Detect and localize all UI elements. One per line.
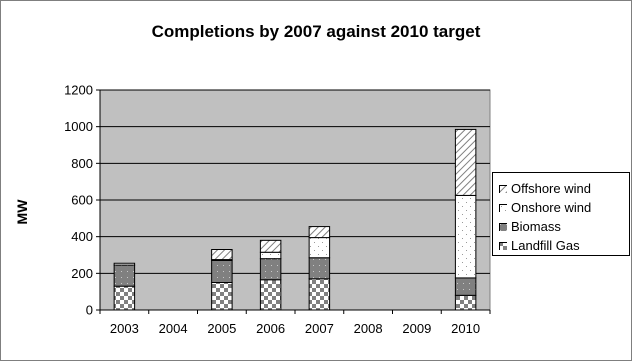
bar-segment	[113, 285, 136, 311]
bar-segment	[211, 249, 233, 261]
bar-segment	[308, 237, 331, 259]
x-tick-label: 2007	[305, 321, 334, 336]
legend-swatch	[499, 241, 507, 250]
x-tick-label: 2006	[256, 321, 285, 336]
x-tick-label: 2009	[402, 321, 431, 336]
bar-segment	[259, 251, 282, 260]
bar-segment	[211, 282, 233, 311]
bar-segment	[259, 258, 282, 281]
x-tick-label: 2010	[451, 321, 480, 336]
x-tick-label: 2005	[207, 321, 236, 336]
bar-segment	[454, 194, 477, 279]
legend-swatch-fill	[499, 222, 507, 231]
bar-segment	[308, 257, 331, 280]
y-tick-label: 600	[71, 193, 93, 208]
bar-segment	[454, 277, 477, 296]
bar-segment	[211, 260, 233, 283]
x-tick-label: 2004	[159, 321, 188, 336]
legend-label: Landfill Gas	[511, 238, 580, 253]
x-tick-label: 2008	[354, 321, 383, 336]
x-tick-label: 2003	[110, 321, 139, 336]
y-tick-label: 0	[86, 303, 93, 318]
legend: Offshore wind Onshore wind Biomass Landfill…	[492, 172, 630, 256]
bar-segment	[259, 279, 282, 311]
y-tick-label: 1200	[64, 83, 93, 98]
legend-label: Onshore wind	[511, 200, 592, 215]
legend-swatch	[499, 203, 507, 212]
bar-segment	[308, 278, 331, 311]
legend-swatch-fill	[499, 241, 507, 250]
y-tick-label: 800	[71, 156, 93, 171]
y-tick-label: 200	[71, 266, 93, 281]
legend-label: Offshore wind	[511, 181, 591, 196]
legend-item: Landfill Gas	[499, 236, 629, 255]
legend-label: Biomass	[511, 219, 561, 234]
legend-swatch-fill	[499, 184, 507, 193]
bar-segment	[113, 262, 136, 266]
chart-title: Completions by 2007 against 2010 target	[151, 22, 481, 41]
bar-segment	[113, 264, 136, 287]
legend-item: Biomass	[499, 217, 629, 236]
legend-item: Onshore wind	[499, 198, 629, 217]
bar-segment	[454, 128, 477, 196]
legend-swatch	[499, 222, 507, 231]
legend-item: Offshore wind	[499, 179, 629, 198]
legend-swatch-fill	[499, 203, 507, 212]
bar-segment	[259, 239, 282, 253]
y-tick-label: 1000	[64, 119, 93, 134]
legend-swatch	[499, 184, 507, 193]
bar-segment	[454, 294, 477, 311]
bar-segment	[308, 226, 331, 239]
y-tick-label: 400	[71, 229, 93, 244]
